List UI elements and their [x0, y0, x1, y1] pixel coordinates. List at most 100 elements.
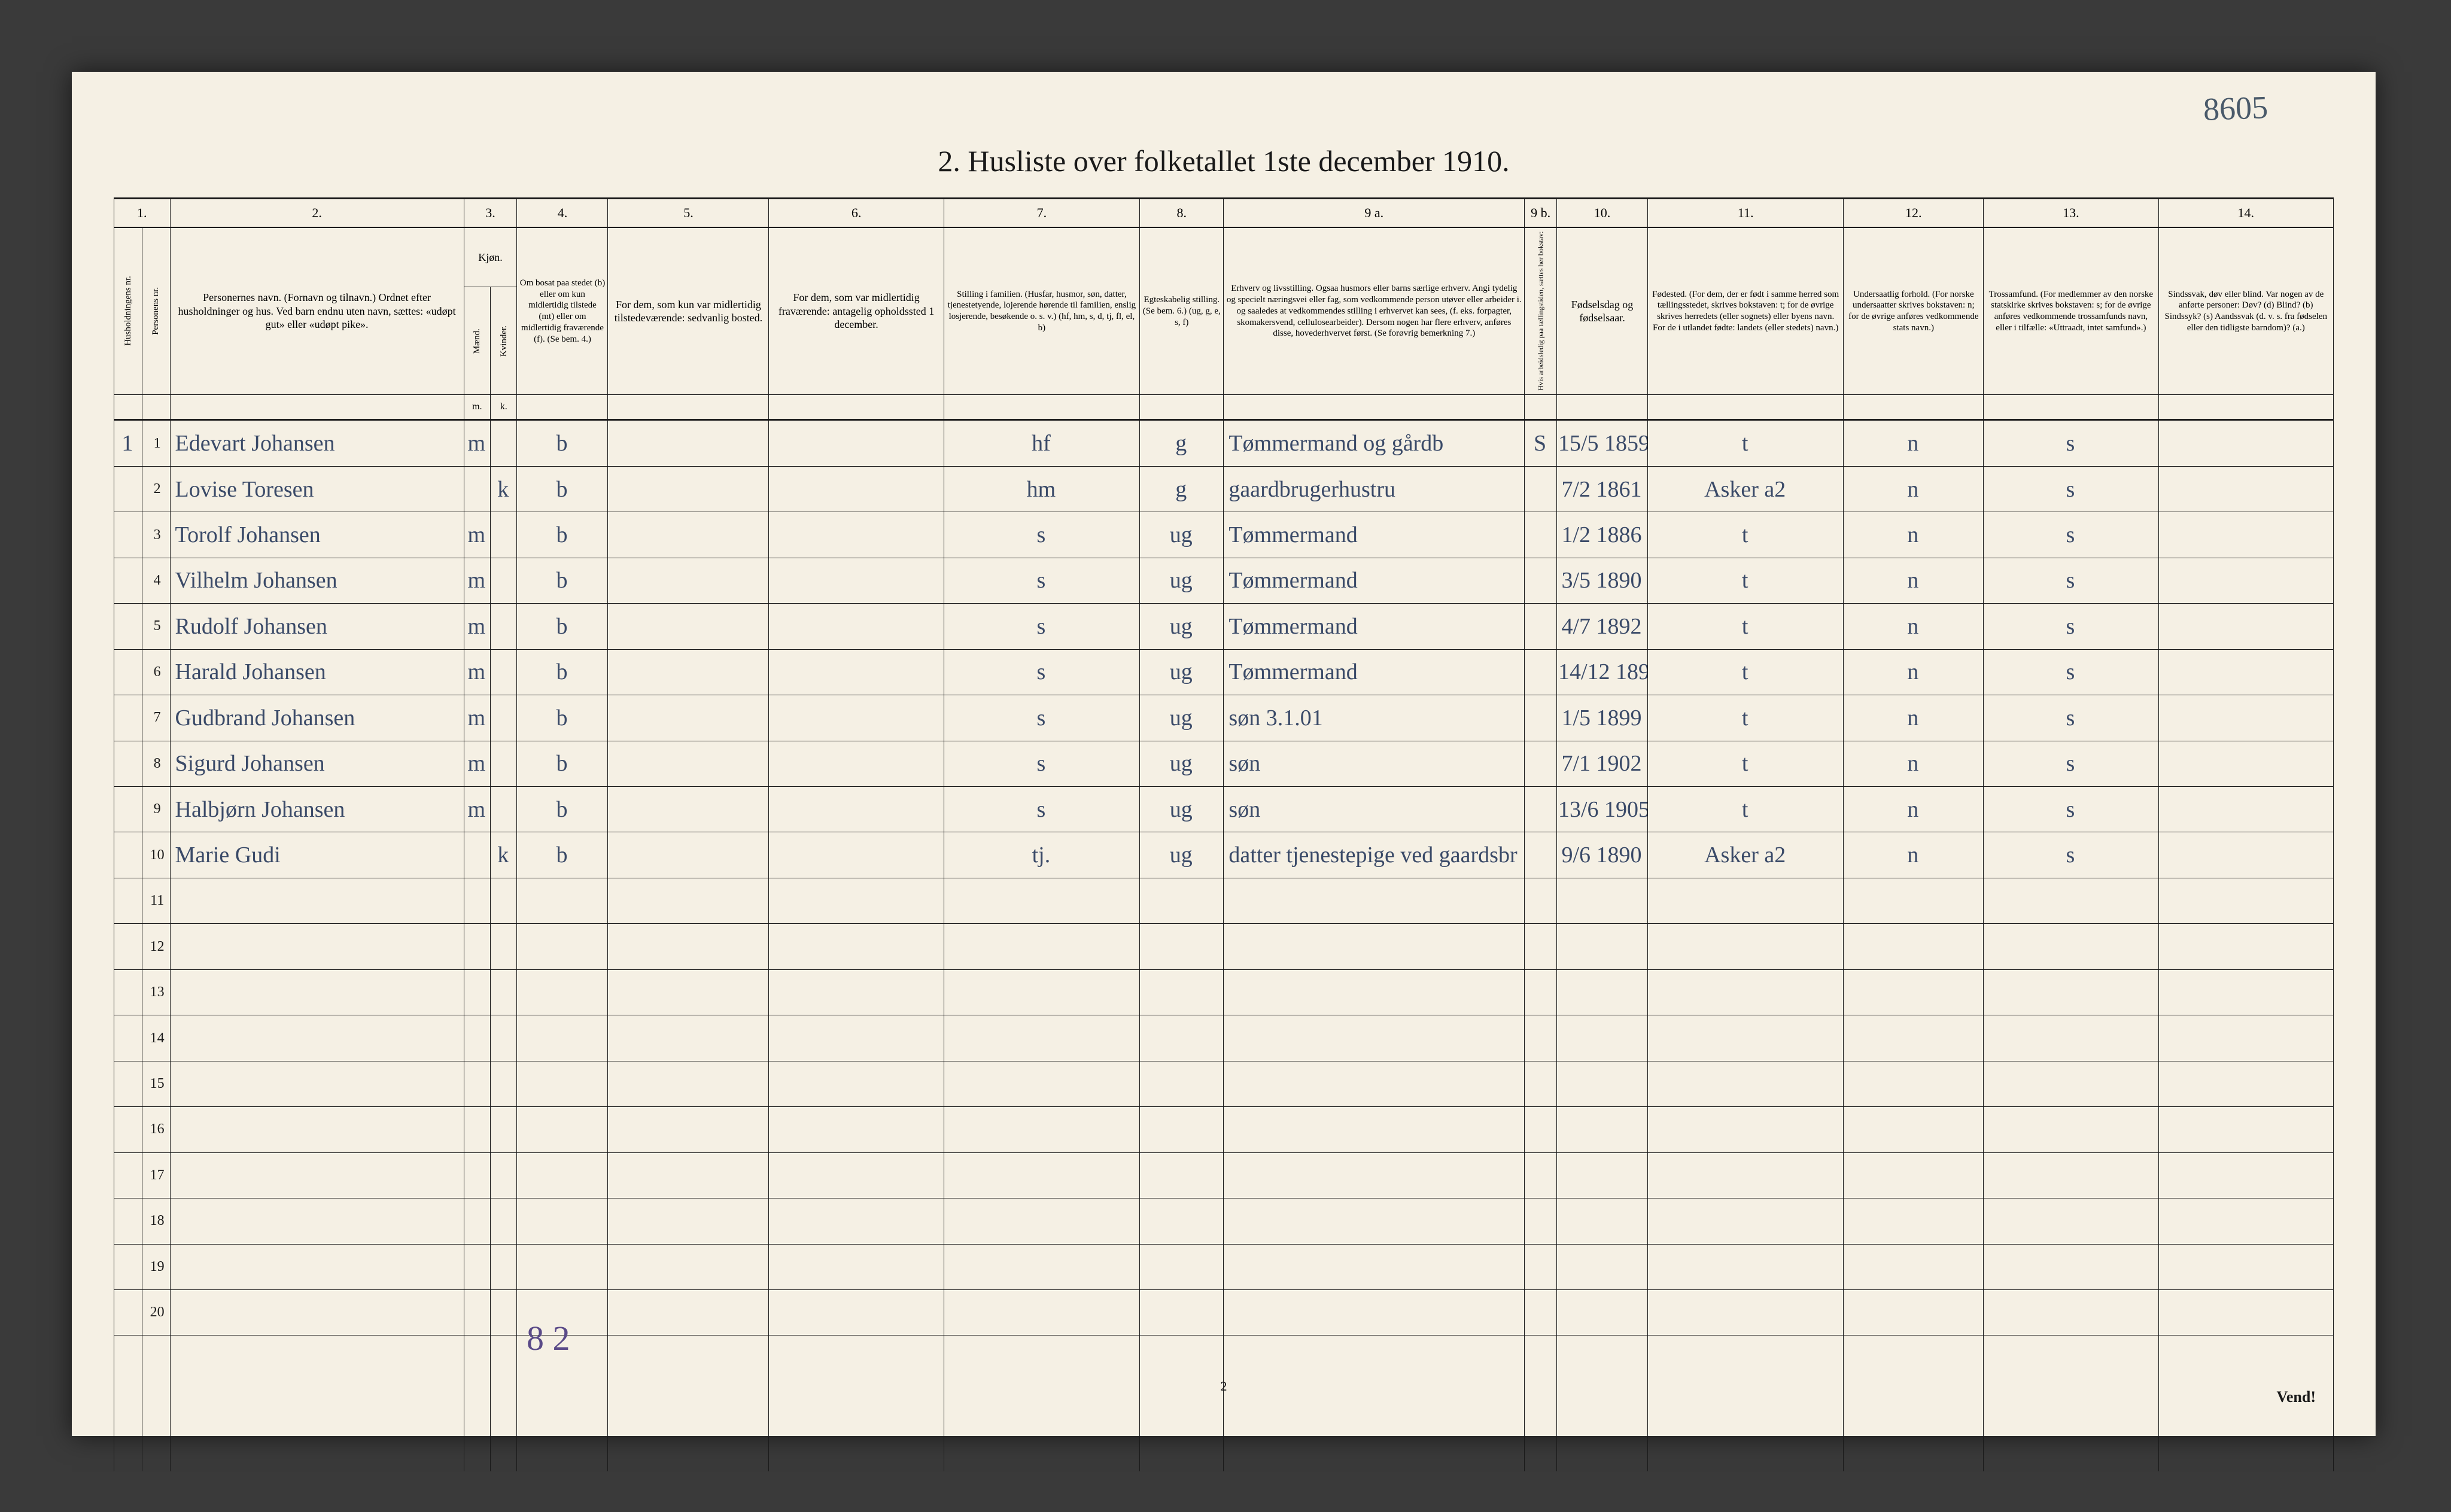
cell — [1224, 924, 1525, 969]
cell: m — [464, 558, 490, 603]
table-head: 1. 2. 3. 4. 5. 6. 7. 8. 9 a. 9 b. 10. 11… — [114, 199, 2334, 420]
cell: Marie Gudi — [170, 832, 464, 878]
cell — [142, 1381, 170, 1426]
cell: m — [464, 512, 490, 558]
cell — [1525, 512, 1557, 558]
cell — [464, 878, 490, 923]
cell: n — [1844, 558, 1984, 603]
cell — [608, 1107, 769, 1152]
cell: tj. — [944, 832, 1139, 878]
cell: s — [1984, 512, 2158, 558]
cell — [1140, 1198, 1224, 1244]
cell — [1556, 1244, 1647, 1289]
cell — [1647, 1426, 1843, 1471]
cell: n — [1844, 695, 1984, 741]
cell — [1647, 1107, 1843, 1152]
cell: t — [1647, 558, 1843, 603]
cell: 20 — [142, 1290, 170, 1335]
cell: s — [1984, 558, 2158, 603]
cell: søn — [1224, 787, 1525, 832]
blank — [1647, 395, 1843, 420]
cell — [2158, 512, 2333, 558]
cell — [2158, 969, 2333, 1015]
cell — [769, 832, 944, 878]
hn-3: 3. — [464, 199, 517, 228]
cell — [464, 1061, 490, 1106]
h-c14: Sindssvak, døv eller blind. Var nogen av… — [2158, 227, 2333, 395]
cell — [1556, 1426, 1647, 1471]
cell — [1844, 969, 1984, 1015]
blank — [170, 395, 464, 420]
cell — [608, 466, 769, 512]
hn-1: 1. — [114, 199, 171, 228]
cell — [464, 1335, 490, 1381]
cell — [114, 1107, 142, 1152]
cell: t — [1647, 649, 1843, 695]
bottom-handwritten: 8 2 — [527, 1318, 570, 1358]
cell — [517, 1061, 608, 1106]
cell — [1844, 1152, 1984, 1198]
page-number-handwritten: 8605 — [2203, 89, 2268, 128]
cell: Torolf Johansen — [170, 512, 464, 558]
cell — [1984, 1152, 2158, 1198]
cell: s — [944, 558, 1139, 603]
cell — [1224, 878, 1525, 923]
cell: Gudbrand Johansen — [170, 695, 464, 741]
cell — [1984, 1061, 2158, 1106]
footer-vend: Vend! — [2276, 1388, 2316, 1406]
cell — [1844, 1426, 1984, 1471]
cell — [464, 832, 490, 878]
cell — [2158, 604, 2333, 649]
cell — [769, 741, 944, 786]
cell — [464, 924, 490, 969]
cell: n — [1844, 604, 1984, 649]
cell: s — [1984, 604, 2158, 649]
cell — [1984, 878, 2158, 923]
cell — [1844, 1381, 1984, 1426]
cell: ug — [1140, 695, 1224, 741]
hn-9b: 9 b. — [1525, 199, 1557, 228]
h-c12: Undersaatlig forhold. (For norske unders… — [1844, 227, 1984, 395]
cell — [1844, 1015, 1984, 1061]
cell: 13/6 1905 — [1556, 787, 1647, 832]
cell — [1525, 604, 1557, 649]
table-row: 8Sigurd Johansenmbsugsøn7/1 1902tns — [114, 741, 2334, 786]
cell — [1525, 787, 1557, 832]
cell — [608, 1381, 769, 1426]
cell — [517, 1198, 608, 1244]
hn-8: 8. — [1140, 199, 1224, 228]
cell — [464, 1426, 490, 1471]
cell: n — [1844, 512, 1984, 558]
cell — [1224, 1426, 1525, 1471]
cell: s — [1984, 787, 2158, 832]
cell — [1525, 466, 1557, 512]
cell: s — [1984, 741, 2158, 786]
table-row: 9Halbjørn Johansenmbsugsøn13/6 1905tns — [114, 787, 2334, 832]
cell: g — [1140, 420, 1224, 467]
h-c11: Fødested. (For dem, der er født i samme … — [1647, 227, 1843, 395]
cell — [1140, 1015, 1224, 1061]
cell — [170, 1152, 464, 1198]
cell — [1140, 1107, 1224, 1152]
hn-12: 12. — [1844, 199, 1984, 228]
blank — [1224, 395, 1525, 420]
cell: 4 — [142, 558, 170, 603]
cell — [1525, 1015, 1557, 1061]
cell — [944, 1290, 1139, 1335]
cell — [464, 1152, 490, 1198]
cell — [769, 1244, 944, 1289]
cell — [1556, 1290, 1647, 1335]
cell — [517, 924, 608, 969]
cell: 11 — [142, 878, 170, 923]
cell — [769, 512, 944, 558]
cell — [769, 878, 944, 923]
cell: Halbjørn Johansen — [170, 787, 464, 832]
header-text-row: Husholdningens nr. Personens nr. Persone… — [114, 227, 2334, 287]
h-c13: Trossamfund. (For medlemmer av den norsk… — [1984, 227, 2158, 395]
cell — [1844, 1061, 1984, 1106]
hn-2: 2. — [170, 199, 464, 228]
cell — [1556, 1015, 1647, 1061]
cell — [944, 1381, 1139, 1426]
cell — [944, 1426, 1139, 1471]
cell: s — [944, 512, 1139, 558]
